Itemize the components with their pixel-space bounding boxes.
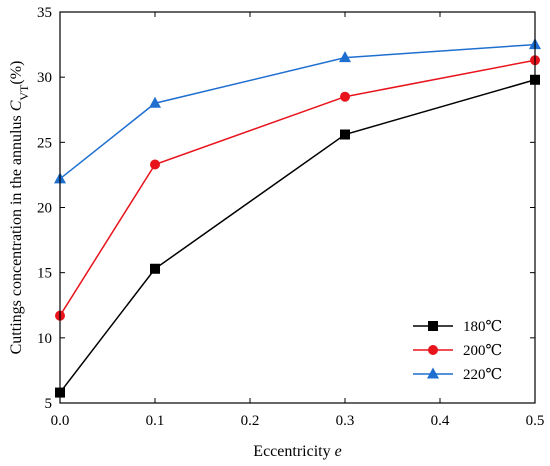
- data-point: [339, 51, 351, 63]
- y-tick-label: 20: [37, 201, 52, 217]
- legend: 180℃ 200℃ 220℃: [413, 319, 502, 383]
- y-tick-label: 25: [37, 135, 52, 151]
- legend-label: 200℃: [463, 343, 502, 359]
- series-2: [54, 38, 541, 184]
- legend-marker: [427, 367, 439, 379]
- y-tick-label: 5: [45, 396, 53, 412]
- data-point: [340, 129, 350, 140]
- data-point: [150, 263, 160, 274]
- legend-item-1: 200℃: [413, 343, 502, 359]
- legend-label: 180℃: [463, 319, 502, 335]
- x-axis-title: Eccentricity e: [253, 443, 341, 460]
- x-tick-label: 0.1: [146, 413, 165, 429]
- x-tick-label: 0.0: [51, 413, 70, 429]
- x-tick-label: 0.3: [336, 413, 355, 429]
- legend-marker: [428, 345, 438, 355]
- y-tick-label: 15: [37, 266, 52, 282]
- data-point: [150, 159, 160, 170]
- x-tick-label: 0.2: [241, 413, 260, 429]
- series-line: [59, 79, 536, 394]
- legend-label: 220℃: [463, 367, 502, 383]
- x-tick-label: 0.5: [526, 413, 545, 429]
- y-tick-label: 35: [37, 5, 52, 21]
- x-tick-label: 0.4: [431, 413, 450, 429]
- legend-item-2: 220℃: [413, 367, 502, 383]
- series-line: [59, 43, 536, 180]
- plot-frame: [59, 11, 536, 404]
- data-point: [149, 96, 161, 108]
- legend-marker: [428, 321, 438, 331]
- series-line: [59, 59, 536, 317]
- series-1: [55, 55, 540, 321]
- y-tick-label: 30: [37, 70, 52, 86]
- series-layer: [54, 38, 541, 398]
- legend-item-0: 180℃: [413, 319, 502, 335]
- y-tick-label: 10: [37, 331, 52, 347]
- data-point: [340, 91, 350, 102]
- y-axis-title: Cuttings concentration in the annulus CV…: [8, 61, 31, 355]
- axis-ticks: 0.0 0.1 0.2 0.3 0.4 0.5 5 10 15 20 25 30 35: [37, 5, 544, 429]
